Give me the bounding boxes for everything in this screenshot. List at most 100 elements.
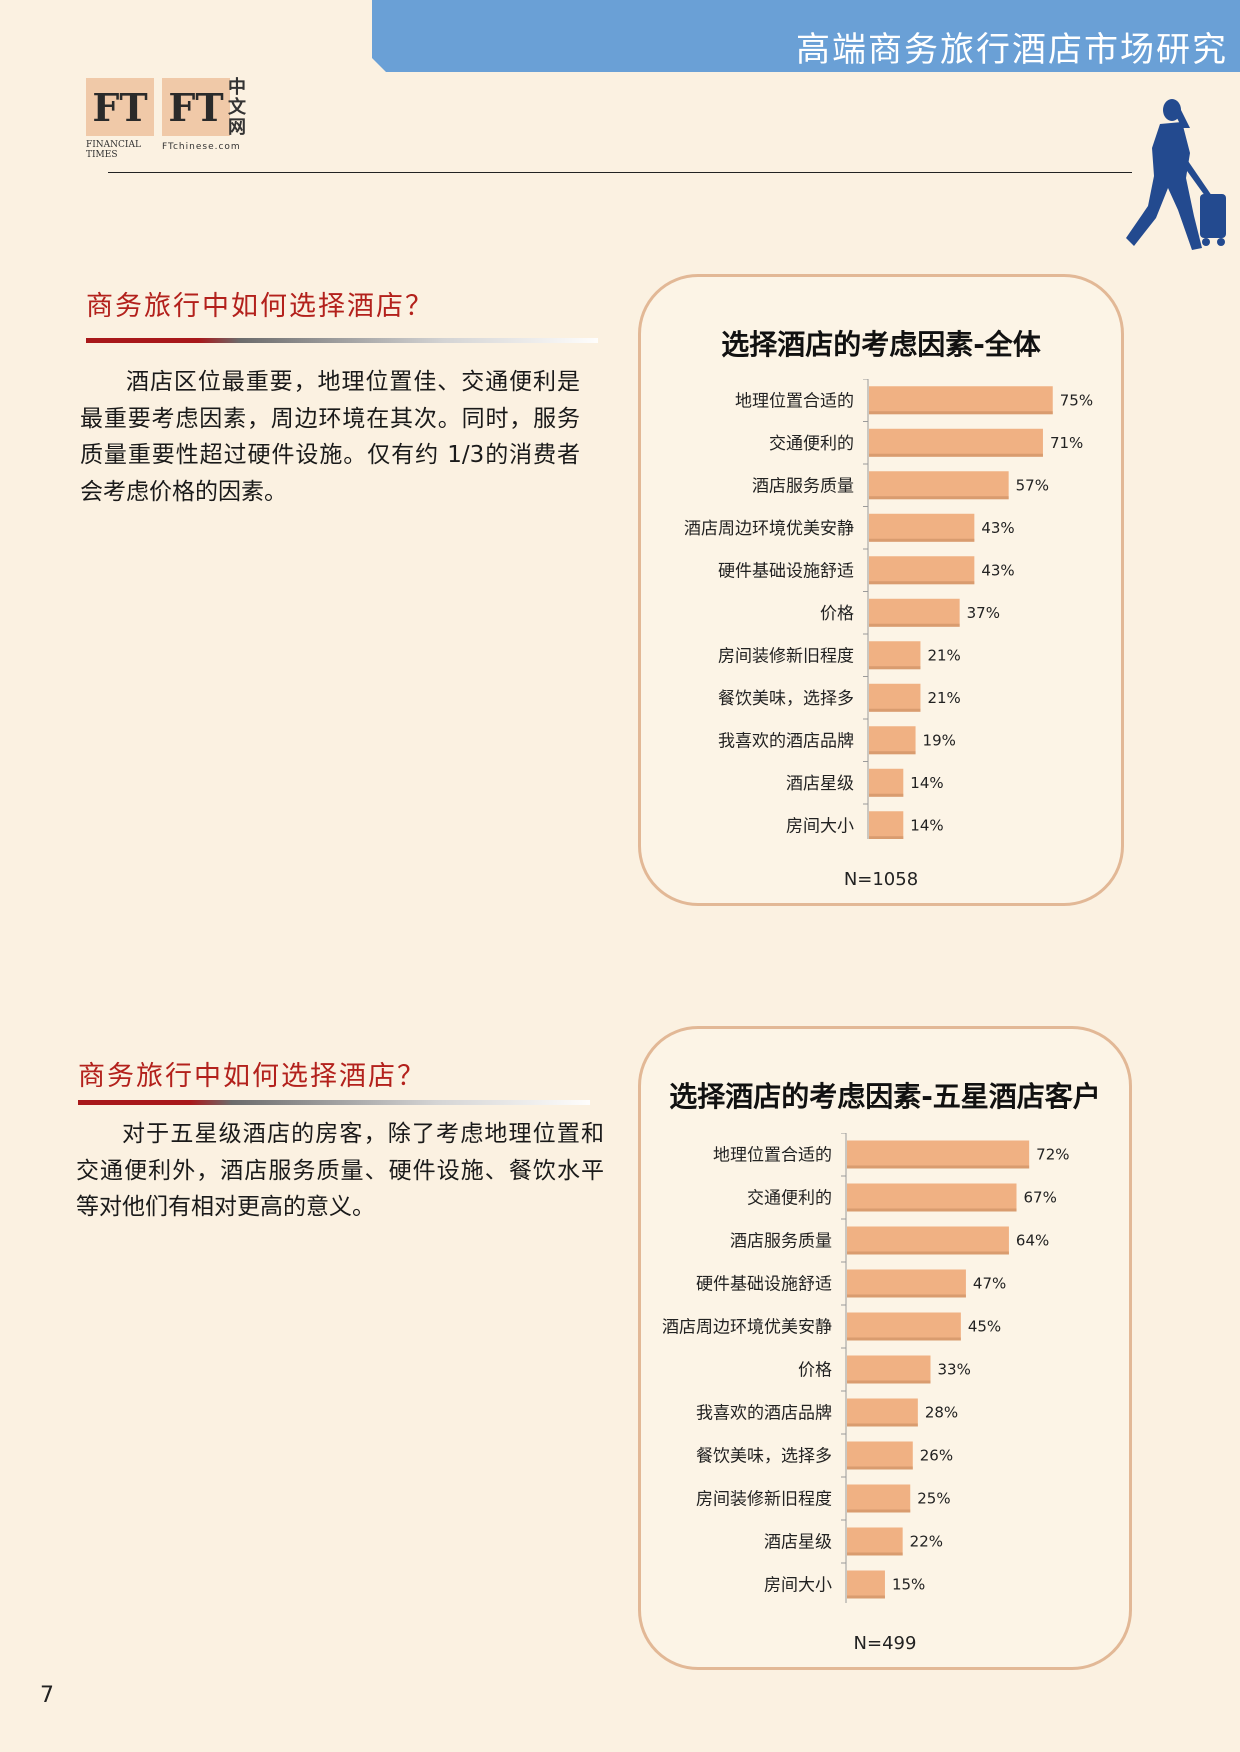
bar xyxy=(869,598,960,627)
data-label: 26% xyxy=(920,1447,953,1465)
bar-shadow xyxy=(847,1294,966,1298)
chart2-title: 选择酒店的考虑因素-五星酒店客户 xyxy=(669,1080,1101,1113)
bar xyxy=(869,471,1009,500)
bar xyxy=(869,428,1043,457)
data-label: 28% xyxy=(925,1404,958,1422)
bar-shadow xyxy=(869,453,1043,457)
bar-shadow xyxy=(869,623,960,627)
bar-shadow xyxy=(869,496,1009,500)
bar xyxy=(847,1355,931,1384)
bar xyxy=(847,1527,903,1556)
section1-heading: 商务旅行中如何选择酒店？ xyxy=(86,291,434,322)
category-label: 我喜欢的酒店品牌 xyxy=(696,1404,832,1424)
category-label: 餐饮美味，选择多 xyxy=(718,689,854,709)
data-label: 37% xyxy=(967,604,1000,622)
data-label: 47% xyxy=(973,1275,1006,1293)
section2-heading: 商务旅行中如何选择酒店？ xyxy=(78,1061,426,1092)
bar-shadow xyxy=(847,1251,1009,1255)
data-label: 21% xyxy=(927,646,960,664)
bar-shadow xyxy=(847,1337,961,1341)
data-label: 67% xyxy=(1024,1189,1057,1207)
category-label: 房间大小 xyxy=(764,1576,832,1596)
bar-shadow xyxy=(847,1380,931,1384)
chart1-sample-size: N=1058 xyxy=(843,869,919,890)
category-label: 价格 xyxy=(820,604,854,624)
bar xyxy=(869,641,921,670)
bar xyxy=(847,1570,885,1599)
data-label: 43% xyxy=(981,519,1014,537)
category-label: 交通便利的 xyxy=(747,1189,832,1209)
ftchinese-logo-cn: 中文网 xyxy=(228,77,246,138)
bar-shadow xyxy=(869,581,975,585)
bar xyxy=(869,811,904,839)
bar-shadow xyxy=(869,538,975,542)
category-label: 酒店星级 xyxy=(764,1533,832,1553)
data-label: 75% xyxy=(1060,391,1093,409)
ftchinese-logo-mark: FT xyxy=(162,78,230,136)
category-label: 酒店星级 xyxy=(786,774,854,794)
category-label: 酒店服务质量 xyxy=(730,1232,832,1252)
ft-logo-subtitle: FINANCIAL TIMES xyxy=(86,140,141,160)
bar xyxy=(847,1441,913,1470)
bar xyxy=(869,556,975,585)
category-label: 酒店周边环境优美安静 xyxy=(662,1318,832,1338)
data-label: 22% xyxy=(910,1533,943,1551)
category-label: 房间装修新旧程度 xyxy=(696,1490,832,1510)
data-label: 43% xyxy=(981,561,1014,579)
chart2-plot: 地理位置合适的 72% 交通便利的 67% 酒店服务质量 64% 硬件基础设施舒适 47% 酒店… xyxy=(662,1133,1070,1603)
bar xyxy=(869,513,975,542)
ftchinese-logo-subtitle: FTchinese.com xyxy=(162,142,241,152)
bar xyxy=(847,1140,1030,1169)
section2-heading-underline xyxy=(78,1100,590,1105)
bar-shadow xyxy=(869,751,916,755)
chart2-sample-size: N=499 xyxy=(853,1633,917,1654)
category-label: 地理位置合适的 xyxy=(713,1146,832,1166)
data-label: 15% xyxy=(892,1576,925,1594)
data-label: 72% xyxy=(1036,1146,1069,1164)
data-label: 14% xyxy=(910,816,943,834)
category-label: 硬件基础设施舒适 xyxy=(696,1275,832,1295)
bar-shadow xyxy=(869,666,921,670)
data-label: 19% xyxy=(923,731,956,749)
bar-shadow xyxy=(869,836,904,839)
report-title: 高端商务旅行酒店市场研究 xyxy=(796,30,1228,70)
category-label: 餐饮美味，选择多 xyxy=(696,1447,832,1467)
section1-heading-underline xyxy=(86,338,598,343)
bar xyxy=(847,1398,918,1427)
bar-shadow xyxy=(847,1509,911,1513)
section1-paragraph: 酒店区位最重要，地理位置佳、交通便利是最重要考虑因素，周边环境在其次。同时，服务… xyxy=(80,369,580,505)
category-label: 价格 xyxy=(798,1361,832,1381)
data-label: 14% xyxy=(910,774,943,792)
header-banner: 高端商务旅行酒店市场研究 xyxy=(372,0,1240,72)
bar xyxy=(847,1484,911,1513)
bar-shadow xyxy=(869,793,904,797)
ft-logo: FT FT 中文网 FINANCIAL TIMES FTchinese.com xyxy=(86,78,256,166)
ft-logo-mark: FT xyxy=(86,78,154,136)
bar-shadow xyxy=(847,1466,913,1470)
bar-shadow xyxy=(847,1208,1017,1212)
category-label: 交通便利的 xyxy=(769,434,854,454)
category-label: 我喜欢的酒店品牌 xyxy=(718,731,854,751)
bar xyxy=(847,1226,1009,1255)
bar-shadow xyxy=(847,1552,903,1556)
chart2-panel: 选择酒店的考虑因素-五星酒店客户 地理位置合适的 72% 交通便利的 67% 酒店服务质… xyxy=(638,1026,1132,1670)
bar xyxy=(847,1183,1017,1212)
bar xyxy=(869,768,904,797)
bar xyxy=(869,726,916,755)
category-label: 房间装修新旧程度 xyxy=(718,646,854,666)
category-label: 房间大小 xyxy=(786,816,854,836)
data-label: 45% xyxy=(968,1318,1001,1336)
bar-shadow xyxy=(847,1595,885,1599)
category-label: 硬件基础设施舒适 xyxy=(718,561,854,581)
chart1-panel: 选择酒店的考虑因素-全体 地理位置合适的 75% 交通便利的 71% 酒店服务质量 57%… xyxy=(638,274,1124,906)
data-label: 33% xyxy=(937,1361,970,1379)
bar xyxy=(869,683,921,712)
page-number: 7 xyxy=(40,1683,54,1708)
category-label: 酒店服务质量 xyxy=(752,476,854,496)
chart1-title: 选择酒店的考虑因素-全体 xyxy=(721,328,1041,361)
category-label: 地理位置合适的 xyxy=(735,391,854,411)
category-label: 酒店周边环境优美安静 xyxy=(684,519,854,539)
bar xyxy=(847,1269,966,1298)
data-label: 71% xyxy=(1050,434,1083,452)
data-label: 64% xyxy=(1016,1232,1049,1250)
